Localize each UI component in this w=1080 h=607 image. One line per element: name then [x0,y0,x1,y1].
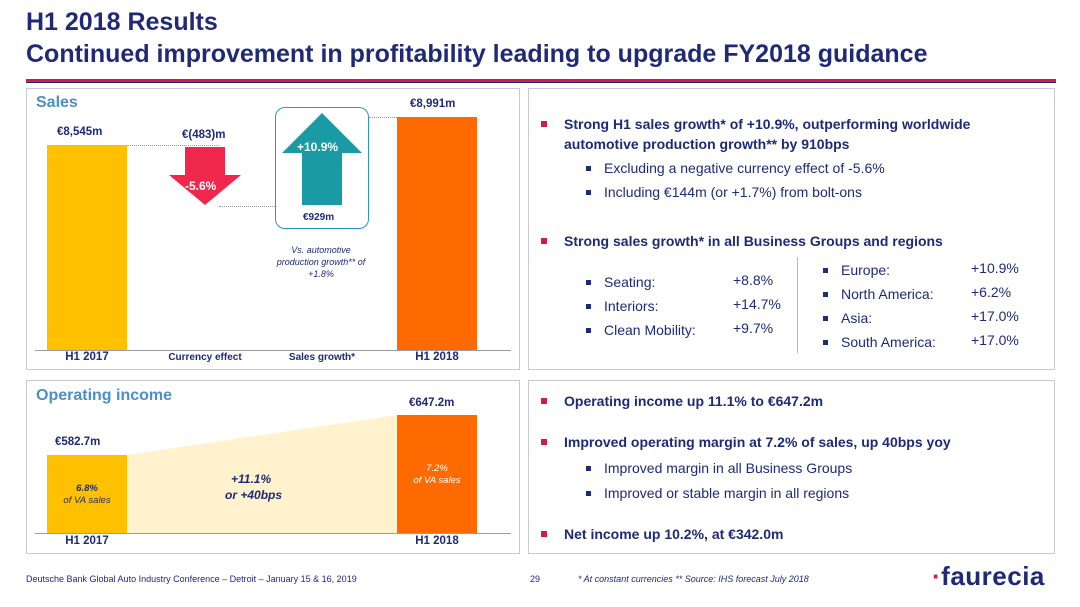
sales-h1-2017-value: €8,545m [57,126,103,138]
region-asia-value: +17.0% [971,308,1019,324]
sales-bar-h1-2017 [47,145,127,350]
sales-h1-2018-value: €8,991m [410,98,456,110]
group-interiors-value: +14.7% [733,296,781,312]
sales-bar-h1-2018 [397,117,477,350]
faurecia-logo: ·faurecia [932,561,1045,592]
sales-bullet-1: Strong H1 sales growth* of +10.9%, outpe… [537,114,1037,154]
oi-axis [35,533,511,534]
oi-h1-2017-margin-sub: of VA sales [63,495,111,506]
region-north-america: North America: [821,284,934,304]
logo-mark: · [932,561,942,591]
region-north-america-value: +6.2% [971,284,1012,300]
page-subtitle: Continued improvement in profitability l… [26,40,928,68]
group-interiors: Interiors: [584,296,658,316]
sales-heading: Sales [36,94,78,111]
oi-growth: +11.1% [231,472,272,486]
title-underline-navy [26,82,1056,83]
down-arrow-icon [169,147,241,205]
oi-cat-h1-2017: H1 2017 [65,535,109,547]
group-seating-value: +8.8% [733,272,774,288]
sales-cat-currency: Currency effect [168,352,242,363]
region-europe-value: +10.9% [971,260,1019,276]
region-south-america: South America: [821,332,936,352]
oi-cat-h1-2018: H1 2018 [415,535,459,547]
oi-growth-sub: or +40bps [225,488,283,502]
oi-sub-2: Improved or stable margin in all regions [584,483,849,503]
oi-bullet-3: Net income up 10.2%, at €342.0m [537,524,1037,544]
oi-heading: Operating income [36,387,173,404]
sales-cat-h1-2018: H1 2018 [415,351,459,363]
footer-event: Deutsche Bank Global Auto Industry Confe… [26,574,357,584]
region-south-america-value: +17.0% [971,332,1019,348]
sales-growth-pct: +10.9% [297,140,339,154]
footer-note: * At constant currencies ** Source: IHS … [578,574,809,584]
growth-highlight-box [275,107,369,229]
group-seating: Seating: [584,272,655,292]
title-underline-red [26,79,1056,82]
oi-bullet-2: Improved operating margin at 7.2% of sal… [537,432,1037,452]
oi-bar-h1-2017 [47,455,127,533]
oi-h1-2018-margin: 7.2% [426,463,448,474]
page-title: H1 2018 Results [26,8,218,36]
sales-bullet-2: Strong sales growth* in all Business Gro… [537,231,1037,251]
operating-income-text-panel: Operating income up 11.1% to €647.2m Imp… [528,380,1055,554]
oi-h1-2017-value: €582.7m [55,436,101,448]
group-clean-mobility-value: +9.7% [733,320,774,336]
group-clean-mobility: Clean Mobility: [584,320,696,340]
sales-axis [35,350,511,351]
sales-text-panel: Strong H1 sales growth* of +10.9%, outpe… [528,88,1055,370]
oi-bar-h1-2018 [397,415,477,533]
region-europe: Europe: [821,260,890,280]
sales-currency-pct: -5.6% [185,179,217,193]
oi-h1-2018-value: €647.2m [409,397,455,409]
up-arrow-icon [282,113,362,205]
oi-sub-1: Improved margin in all Business Groups [584,458,852,478]
sales-connector-2 [219,206,275,207]
oi-bullet-1: Operating income up 11.1% to €647.2m [537,391,1037,411]
sales-connector-1 [127,145,219,146]
sales-sub-2: Including €144m (or +1.7%) from bolt-ons [584,182,862,202]
region-asia: Asia: [821,308,872,328]
sales-currency-value: €(483)m [182,129,226,141]
sales-chart-panel: Sales €8,545m €(483)m -5.6% +10.9% €929m… [26,88,520,370]
sales-growth-note: Vs. automotive production growth** of +1… [276,245,366,279]
oi-h1-2017-margin: 6.8% [76,483,98,494]
sales-sub-1: Excluding a negative currency effect of … [584,158,885,178]
groups-regions-divider [797,257,798,353]
operating-income-chart-panel: Operating income €582.7m 6.8% of VA sale… [26,380,520,554]
oi-h1-2018-margin-sub: of VA sales [413,475,461,486]
sales-connector-3 [369,117,397,118]
logo-text: faurecia [941,561,1045,591]
sales-growth-value: €929m [303,212,335,223]
sales-cat-h1-2017: H1 2017 [65,351,109,363]
oi-growth-wedge [127,415,397,533]
page-number: 29 [530,574,541,584]
sales-cat-growth: Sales growth* [288,352,356,363]
